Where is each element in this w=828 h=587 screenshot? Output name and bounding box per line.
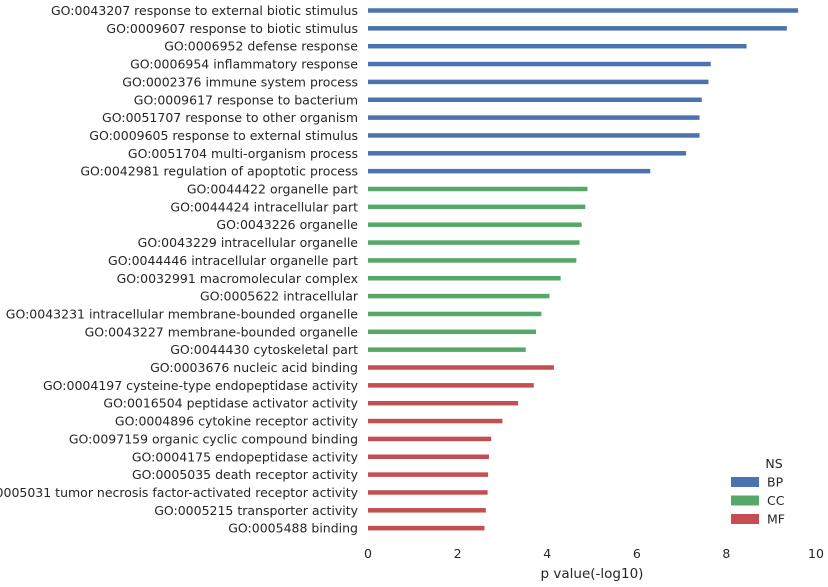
category-label: GO:0009617 response to bacterium bbox=[134, 92, 358, 107]
bar-cc bbox=[368, 311, 542, 317]
category-label: GO:0016504 peptidase activator activity bbox=[103, 396, 358, 411]
category-label: GO:0043227 membrane-bounded organelle bbox=[85, 324, 359, 339]
category-label: GO:0051707 response to other organism bbox=[102, 110, 358, 125]
bar-cc bbox=[368, 240, 580, 245]
category-label: GO:0043226 organelle bbox=[216, 217, 358, 232]
bar-bp bbox=[368, 168, 651, 174]
category-label: GO:0005622 intracellular bbox=[200, 289, 359, 304]
x-tick-label: 10 bbox=[808, 546, 824, 561]
bar-cc bbox=[368, 258, 577, 263]
bar-mf bbox=[368, 418, 503, 424]
x-axis-label: p value(-log10) bbox=[541, 566, 644, 582]
bar-mf bbox=[368, 400, 519, 406]
bar-mf bbox=[368, 508, 486, 513]
bar-bp bbox=[368, 115, 700, 120]
bar-cc bbox=[368, 186, 588, 192]
bar-bp bbox=[368, 133, 700, 138]
x-axis-ticks: 0 2 4 6 8 10 bbox=[364, 546, 824, 561]
bar-cc bbox=[368, 347, 526, 352]
category-label: GO:0042981 regulation of apoptotic proce… bbox=[80, 164, 358, 179]
bar-bp bbox=[368, 26, 787, 31]
bar-mf bbox=[368, 490, 488, 495]
category-label: GO:0032991 macromolecular complex bbox=[117, 271, 358, 286]
category-label: GO:0043229 intracellular organelle bbox=[138, 235, 359, 250]
bar-bp bbox=[368, 43, 747, 49]
bar-mf bbox=[368, 383, 534, 388]
x-tick-label: 2 bbox=[454, 546, 462, 561]
bar-bp bbox=[368, 151, 687, 156]
x-tick-label: 6 bbox=[633, 546, 641, 561]
bar-mf bbox=[368, 365, 554, 370]
bar-mf bbox=[368, 525, 485, 531]
category-label: GO:0002376 immune system process bbox=[122, 74, 358, 89]
legend-title: NS bbox=[765, 456, 782, 471]
category-label: GO:0005215 transporter activity bbox=[154, 503, 358, 518]
bar-bp bbox=[368, 97, 702, 102]
category-label: GO:0043207 response to external biotic s… bbox=[51, 3, 358, 18]
legend-label: CC bbox=[767, 493, 785, 508]
category-label: GO:0044424 intracellular part bbox=[170, 199, 358, 214]
category-label: GO:0004197 cysteine-type endopeptidase a… bbox=[43, 378, 359, 393]
category-label: GO:0044422 organelle part bbox=[187, 182, 358, 197]
x-tick-label: 8 bbox=[722, 546, 730, 561]
bar-mf bbox=[368, 454, 489, 459]
category-label: GO:0097159 organic cyclic compound bindi… bbox=[69, 431, 358, 446]
category-label: GO:0044446 intracellular organelle part bbox=[108, 253, 358, 268]
category-label: GO:0006952 defense response bbox=[164, 39, 358, 54]
legend-swatch bbox=[731, 495, 759, 506]
bar-bp bbox=[368, 79, 709, 85]
category-label: GO:0005035 death receptor activity bbox=[132, 467, 359, 482]
category-label: GO:0003676 nucleic acid binding bbox=[150, 360, 358, 375]
category-label: GO:0005031 tumor necrosis factor-activat… bbox=[0, 485, 359, 500]
legend-label: BP bbox=[767, 475, 784, 490]
legend-swatch bbox=[731, 514, 759, 524]
bar-cc bbox=[368, 293, 550, 299]
category-label: GO:0009607 response to biotic stimulus bbox=[106, 21, 358, 36]
bars bbox=[368, 8, 799, 531]
category-label: GO:0044430 cytoskeletal part bbox=[170, 342, 358, 357]
bar-cc bbox=[368, 329, 536, 335]
bar-cc bbox=[368, 222, 582, 227]
legend-label: MF bbox=[767, 512, 785, 527]
category-label: GO:0043231 intracellular membrane-bounde… bbox=[6, 306, 359, 321]
category-label: GO:0009605 response to external stimulus bbox=[89, 128, 358, 143]
bar-cc bbox=[368, 276, 561, 281]
x-tick-label: 4 bbox=[543, 546, 551, 561]
bar-cc bbox=[368, 204, 586, 210]
category-labels: GO:0043207 response to external biotic s… bbox=[0, 3, 359, 536]
legend: NS BP CC MF bbox=[731, 456, 785, 527]
bar-mf bbox=[368, 436, 492, 442]
category-label: GO:0051704 multi-organism process bbox=[128, 146, 358, 161]
bar-bp bbox=[368, 8, 799, 13]
category-label: GO:0004896 cytokine receptor activity bbox=[115, 414, 359, 429]
x-tick-label: 0 bbox=[364, 546, 372, 561]
bar-bp bbox=[368, 61, 711, 67]
category-label: GO:0004175 endopeptidase activity bbox=[132, 449, 359, 464]
legend-swatch bbox=[731, 477, 759, 487]
category-label: GO:0006954 inflammatory response bbox=[130, 57, 358, 72]
bar-mf bbox=[368, 472, 489, 477]
category-label: GO:0005488 binding bbox=[228, 521, 358, 536]
